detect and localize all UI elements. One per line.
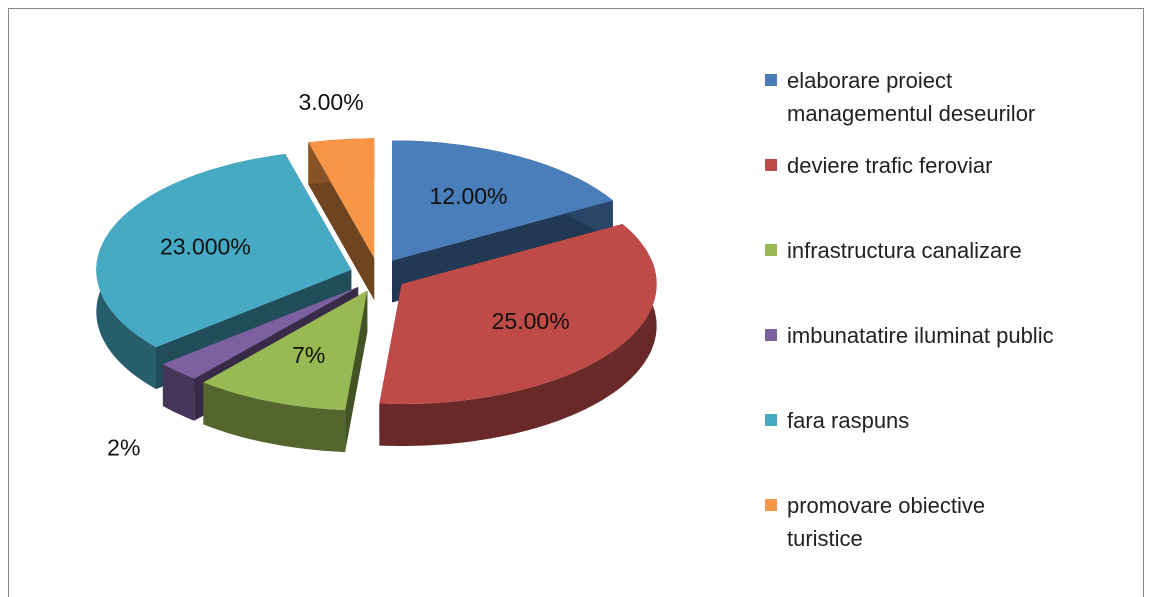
legend-swatch — [765, 499, 777, 511]
data-label: 23.000% — [160, 233, 251, 259]
chart-frame — [8, 8, 1144, 597]
slice-top — [162, 286, 359, 379]
legend-item: elaborare proiect managementul deseurilo… — [765, 64, 1055, 130]
slice-top — [392, 140, 613, 261]
slice-top — [96, 154, 352, 348]
legend-label: deviere trafic feroviar — [787, 153, 993, 178]
slice-top — [308, 138, 375, 259]
legend-swatch — [765, 414, 777, 426]
slice-side — [162, 286, 359, 406]
legend-label: elaborare proiect managementul deseurilo… — [787, 68, 1036, 126]
legend-label: imbunatatire iluminat public — [787, 323, 1054, 348]
legend-label: infrastructura canalizare — [787, 238, 1022, 263]
data-label: 2% — [107, 434, 140, 460]
data-label: 3.00% — [298, 89, 363, 115]
legend-item: imbunatatire iluminat public — [765, 319, 1055, 352]
legend-item: deviere trafic feroviar — [765, 149, 1055, 182]
data-label: 7% — [292, 342, 325, 368]
slice-wall — [203, 382, 346, 453]
legend-item: promovare obiective turistice — [765, 489, 1055, 555]
slice-wall — [162, 364, 195, 421]
legend-item: infrastructura canalizare — [765, 234, 1055, 267]
slice — [203, 290, 368, 453]
slice-top — [203, 290, 368, 411]
legend-swatch — [765, 329, 777, 341]
slice-top — [379, 224, 657, 404]
legend-swatch — [765, 74, 777, 86]
legend-label: promovare obiective turistice — [787, 493, 986, 551]
legend-item: fara raspuns — [765, 404, 1055, 437]
data-label: 12.00% — [429, 183, 507, 209]
slice — [379, 224, 657, 446]
legend-swatch — [765, 244, 777, 256]
slice-wall — [379, 224, 657, 446]
legend-swatch — [765, 159, 777, 171]
legend-label: fara raspuns — [787, 408, 910, 433]
data-label: 25.00% — [492, 308, 570, 334]
slice — [308, 138, 375, 301]
